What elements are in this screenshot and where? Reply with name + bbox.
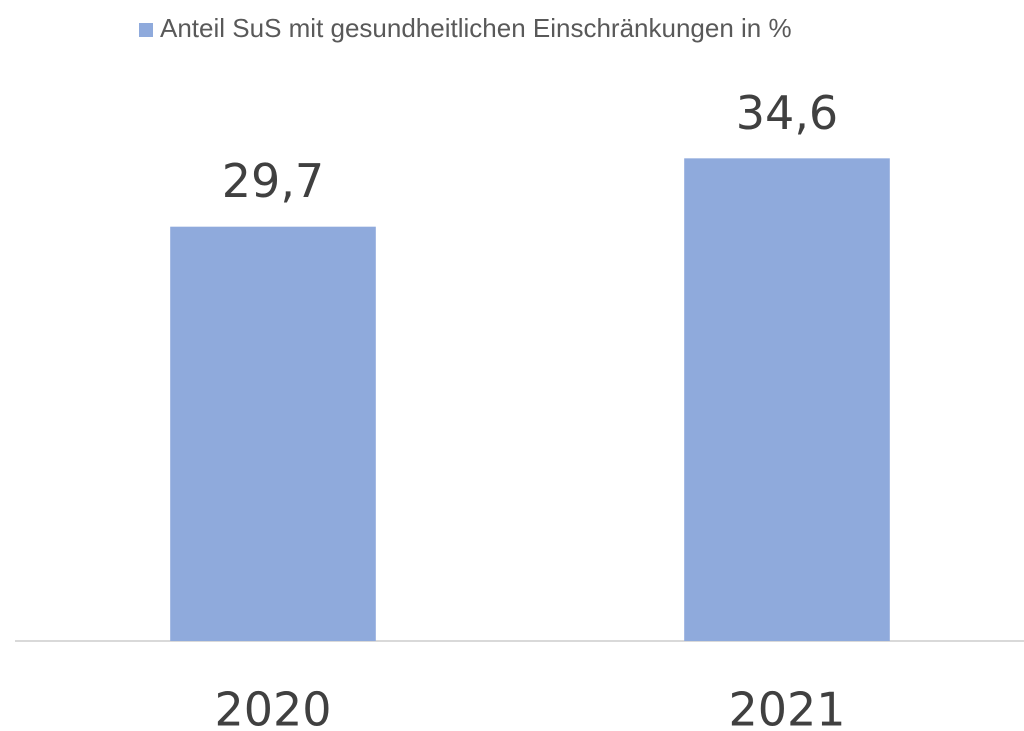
legend-swatch	[139, 23, 153, 37]
data-label: 29,7	[222, 154, 324, 208]
x-tick-label: 2020	[214, 683, 331, 731]
data-label: 34,6	[736, 86, 838, 140]
legend-label: Anteil SuS mit gesundheitlichen Einschrä…	[160, 13, 792, 43]
x-tick-label: 2021	[728, 683, 845, 731]
bar	[684, 158, 890, 641]
bar	[170, 226, 376, 641]
